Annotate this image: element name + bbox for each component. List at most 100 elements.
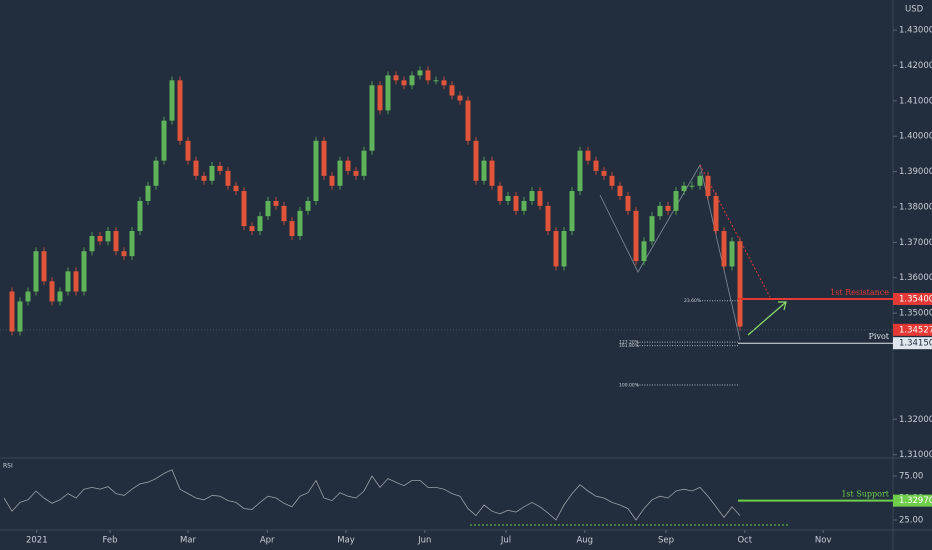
candle [169,80,175,121]
candle [33,251,39,292]
y-tick-label: 1.36000 [899,273,932,283]
candle [257,216,263,232]
projection-line [699,164,771,298]
candle [473,140,479,181]
level-name: 1st Resistance [830,288,889,297]
candle [17,301,23,332]
y-tick-label: 1.38000 [899,202,932,212]
price-box [893,337,932,350]
x-tick-label: Apr [260,536,275,546]
candle [713,196,719,232]
level-label: 1.34150 [899,339,932,349]
currency-label: USD [905,5,924,15]
y-tick-label: 1.32000 [899,415,932,425]
candle [601,170,607,176]
y-tick-label: 1.35000 [899,309,932,319]
candle [489,160,495,186]
candle [89,235,95,252]
candle [361,150,367,176]
candle [593,160,599,171]
candle [345,160,351,171]
x-tick-label: Oct [737,536,752,546]
candle [329,175,335,186]
x-tick-label: Aug [576,536,593,546]
candle [265,200,271,217]
price-box [893,323,932,336]
candle [145,185,151,201]
candle [377,85,383,111]
pattern-line [599,163,741,341]
candle [529,191,535,201]
candle [121,251,127,257]
candle [657,205,663,217]
x-tick-label: Sep [658,536,674,546]
y-tick-label: 1.31000 [899,450,932,460]
candle [137,200,143,232]
y-tick-label: 1.41000 [899,96,932,106]
candle [313,140,319,201]
candle [321,140,327,176]
candle [217,165,223,171]
candle [425,70,431,81]
candle [185,140,191,161]
candle [401,80,407,86]
candle [49,281,55,302]
x-tick-label: Jun [417,536,431,546]
rsi-tick-label: 75.00 [899,471,923,481]
candle [641,241,647,262]
candle [417,70,423,76]
candle [553,231,559,267]
candle [305,200,311,211]
candle [385,75,391,111]
candle [97,235,103,242]
last-price-label: 1.34527 [899,325,932,335]
candle [193,160,199,176]
candle [457,95,463,101]
candle [673,191,679,211]
rsi-tick-label: 25.00 [899,516,923,526]
arrow-head [778,301,787,311]
y-tick-label: 1.37000 [899,238,932,248]
fib-label: 100.00% [619,382,640,388]
fib-label: 161.80% [619,343,640,349]
candle [609,175,615,186]
level-name: 1st Support [841,490,889,499]
candle [233,185,239,192]
y-tick-label: 1.40000 [899,132,932,142]
candle [41,251,47,282]
candle [409,75,415,86]
indicator-label: RSI [3,463,13,470]
candle [465,100,471,141]
x-tick-label: 2021 [26,536,48,546]
candle [153,160,159,186]
candle [249,226,255,232]
y-tick-label: 1.39000 [899,167,932,177]
candle [81,251,87,292]
rsi-line [3,469,741,521]
candle [721,231,727,267]
candle [625,196,631,211]
candle [513,196,519,211]
fib-label: 23.60% [684,298,702,304]
y-tick-label: 1.43000 [899,26,932,36]
candle [729,241,735,267]
candle [337,160,343,186]
candle [441,80,447,86]
candle [65,271,71,292]
candle [273,200,279,206]
candle [649,216,655,242]
candle [697,175,703,186]
x-tick-label: May [337,536,355,546]
candle [289,221,295,236]
candle [681,185,687,192]
candle [705,175,711,197]
candle [161,120,167,161]
candle [353,170,359,176]
candle [73,271,79,292]
candle [617,185,623,197]
candle [689,185,695,187]
candle [25,291,31,302]
candle [177,80,183,141]
candle [105,231,111,242]
